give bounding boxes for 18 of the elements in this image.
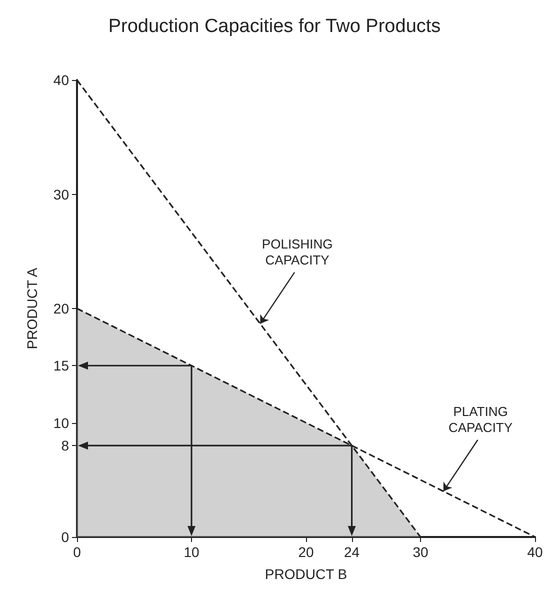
annotation: PLATING CAPACITY <box>448 404 513 436</box>
x-tick-label: 40 <box>527 544 543 560</box>
annotation: POLISHING CAPACITY <box>262 236 333 268</box>
chart-title: Production Capacities for Two Products <box>108 16 441 37</box>
y-tick-label: 10 <box>53 414 70 431</box>
x-tick-label: 0 <box>73 544 82 560</box>
x-tick-label: 10 <box>184 544 200 560</box>
x-axis-title: PRODUCT B <box>264 566 348 582</box>
x-tick-label: 20 <box>298 544 314 560</box>
y-tick-label: 40 <box>53 72 70 88</box>
y-tick-label: 8 <box>61 438 70 454</box>
y-tick-label: 20 <box>53 300 70 316</box>
x-tick-label: 30 <box>412 544 428 560</box>
y-tick-label: 15 <box>53 358 70 374</box>
y-axis-title: PRODUCT A <box>24 267 40 350</box>
x-tick-label: 24 <box>344 544 360 560</box>
y-tick-label: 0 <box>61 529 70 545</box>
y-tick-label: 30 <box>53 186 70 202</box>
